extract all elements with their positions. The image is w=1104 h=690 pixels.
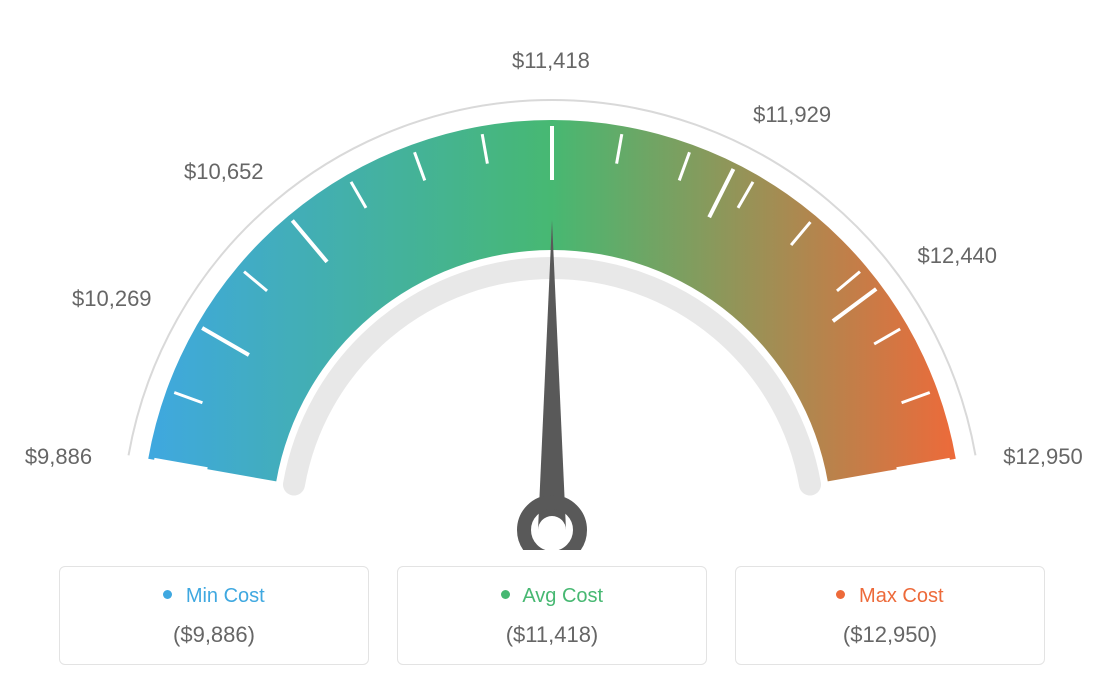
gauge-tick-label: $9,886 (25, 444, 92, 470)
legend-title-min: Min Cost (70, 585, 358, 608)
gauge-tick-label: $11,929 (753, 102, 831, 128)
gauge-tick-label: $11,418 (512, 48, 590, 74)
legend-value: ($11,418) (408, 622, 696, 648)
dot-icon (836, 590, 845, 599)
gauge-tick-label: $10,652 (184, 159, 264, 185)
legend-card-avg: Avg Cost ($11,418) (397, 566, 707, 665)
legend-value: ($9,886) (70, 622, 358, 648)
dot-icon (501, 590, 510, 599)
gauge-svg (62, 30, 1042, 550)
legend-card-min: Min Cost ($9,886) (59, 566, 369, 665)
legend-label: Min Cost (186, 585, 265, 607)
cost-gauge-chart: $9,886$10,269$10,652$11,418$11,929$12,44… (62, 30, 1042, 550)
legend-card-max: Max Cost ($12,950) (735, 566, 1045, 665)
legend-row: Min Cost ($9,886) Avg Cost ($11,418) Max… (59, 566, 1045, 665)
dot-icon (163, 590, 172, 599)
legend-title-avg: Avg Cost (408, 585, 696, 608)
legend-value: ($12,950) (746, 622, 1034, 648)
gauge-tick-label: $12,950 (1003, 444, 1083, 470)
legend-title-max: Max Cost (746, 585, 1034, 608)
legend-label: Max Cost (859, 585, 943, 607)
gauge-tick-label: $12,440 (918, 243, 998, 269)
gauge-tick-label: $10,269 (72, 286, 152, 312)
legend-label: Avg Cost (522, 585, 603, 607)
